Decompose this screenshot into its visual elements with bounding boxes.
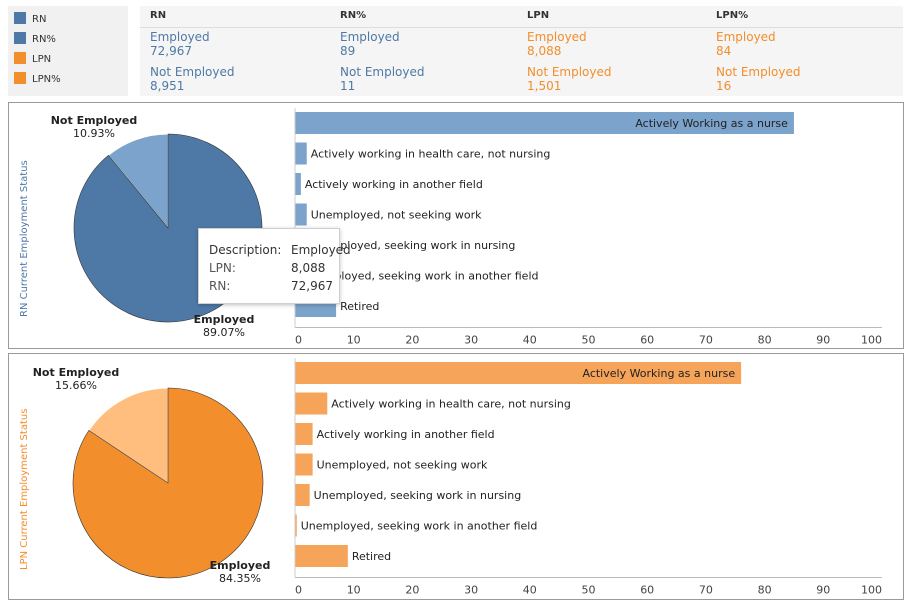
rn-bar-label: Actively working in health care, not nur… [311, 148, 551, 161]
tooltip-lpn-label: LPN: [209, 261, 236, 275]
rn-bar[interactable] [295, 203, 307, 226]
rn-x-tick-label: 50 [582, 334, 596, 347]
rn-x-tick-label: 30 [464, 334, 478, 347]
lpn-x-tick-label: 90 [816, 584, 830, 597]
rn-bar[interactable] [295, 142, 307, 165]
lpn-bar[interactable] [295, 514, 297, 537]
rn-panel: RN Current Employment Status [8, 102, 904, 349]
lpn-bar-label: Actively working in health care, not nur… [331, 398, 571, 411]
lpn-x-tick-label: 40 [523, 584, 537, 597]
rn-x-tick-label: 100 [861, 334, 882, 347]
lpn-bar-label: Actively working in another field [317, 428, 495, 441]
lpn-x-tick-label: 10 [347, 584, 361, 597]
summary-cell-lpn-not-employed[interactable]: Not Employed 1,501 [527, 65, 612, 93]
lpn-bar[interactable] [295, 423, 313, 445]
summary-header-rn-pct: RN% [340, 10, 367, 21]
legend-item-lpn-pct[interactable]: LPN% [14, 72, 61, 85]
lpn-bar-label: Unemployed, seeking work in another fiel… [301, 520, 538, 533]
summary-cell-lpn-employed[interactable]: Employed 8,088 [527, 30, 587, 58]
legend-swatch-rn-pct [14, 32, 26, 44]
rn-bar-label: Retired [340, 300, 379, 313]
rn-bar[interactable] [295, 173, 301, 195]
legend-item-rn-pct[interactable]: RN% [14, 32, 56, 45]
lpn-panel-title: LPN Current Employment Status [19, 408, 30, 570]
rn-bar-label: Unemployed, seeking work in another fiel… [302, 270, 539, 283]
lpn-x-tick-label: 0 [295, 584, 302, 597]
rn-panel-title: RN Current Employment Status [19, 160, 30, 317]
lpn-bar[interactable] [295, 392, 328, 415]
tooltip-rn-label: RN: [209, 279, 231, 293]
tooltip-description-label: Description: [209, 243, 282, 257]
rn-x-tick-label: 90 [816, 334, 830, 347]
rn-x-tick-label: 80 [758, 334, 772, 347]
lpn-pie-chart [72, 387, 264, 579]
rn-x-tick-label: 0 [295, 334, 302, 347]
rn-x-tick-label: 20 [405, 334, 419, 347]
rn-pie-label-not-employed: Not Employed 10.93% [50, 114, 138, 140]
lpn-pie-slice-not-employed[interactable] [88, 387, 169, 484]
summary-header-lpn: LPN [527, 10, 550, 21]
tooltip-lpn-value: 8,088 [291, 261, 326, 275]
legend-swatch-rn [14, 12, 26, 24]
lpn-x-tick-label: 100 [861, 584, 882, 597]
lpn-bar[interactable] [295, 545, 348, 567]
summary-cell-rn-pct-employed[interactable]: Employed 89 [340, 30, 400, 58]
lpn-bar-chart: Actively Working as a nurse Actively work… [294, 358, 882, 597]
lpn-x-tick-label: 30 [464, 584, 478, 597]
lpn-x-tick-label: 80 [758, 584, 772, 597]
tooltip-rn-value: 72,967 [291, 279, 333, 293]
lpn-bar[interactable] [295, 453, 313, 476]
rn-bar-label: Unemployed, seeking work in nursing [308, 239, 516, 252]
rn-x-tick-label: 60 [640, 334, 654, 347]
lpn-bar-label: Actively Working as a nurse [582, 367, 735, 380]
lpn-bar-label: Retired [352, 550, 391, 563]
color-legend: RN RN% LPN LPN% [8, 6, 128, 96]
summary-divider [140, 27, 903, 28]
hover-tooltip: Description: Employed LPN: 8,088 RN: 72,… [198, 228, 351, 304]
lpn-x-tick-label: 70 [699, 584, 713, 597]
tooltip-description-value: Employed [291, 243, 351, 257]
lpn-x-tick-label: 20 [405, 584, 419, 597]
rn-pie-label-employed: Employed 89.07% [193, 313, 255, 339]
rn-bar-label: Actively Working as a nurse [635, 117, 788, 130]
summary-cell-lpn-pct-not-employed[interactable]: Not Employed 16 [716, 65, 801, 93]
summary-table: RN RN% LPN LPN% Employed 72,967 Employed 8… [140, 6, 903, 96]
summary-header-lpn-pct: LPN% [716, 10, 749, 21]
legend-swatch-lpn-pct [14, 72, 26, 84]
lpn-x-tick-label: 60 [640, 584, 654, 597]
summary-cell-rn-employed[interactable]: Employed 72,967 [150, 30, 210, 58]
legend-swatch-lpn [14, 52, 26, 64]
rn-x-tick-label: 70 [699, 334, 713, 347]
summary-cell-rn-pct-not-employed[interactable]: Not Employed 11 [340, 65, 425, 93]
summary-cell-lpn-pct-employed[interactable]: Employed 84 [716, 30, 776, 58]
rn-bar-chart: Actively Working as a nurse Actively work… [294, 108, 882, 347]
rn-bar-label: Actively working in another field [305, 178, 483, 191]
lpn-panel: LPN Current Employment Status [8, 353, 904, 600]
legend-item-lpn[interactable]: LPN [14, 52, 51, 65]
lpn-x-tick-label: 50 [582, 584, 596, 597]
lpn-bar-label: Unemployed, not seeking work [317, 459, 488, 472]
lpn-pie-label-not-employed: Not Employed 15.66% [32, 366, 120, 392]
summary-header-rn: RN [150, 10, 167, 21]
lpn-pie-label-employed: Employed 84.35% [209, 559, 271, 585]
rn-x-tick-label: 10 [347, 334, 361, 347]
lpn-bar-label: Unemployed, seeking work in nursing [314, 489, 522, 502]
rn-bar-label: Unemployed, not seeking work [311, 209, 482, 222]
lpn-pie-slice-employed[interactable] [72, 387, 264, 579]
summary-cell-rn-not-employed[interactable]: Not Employed 8,951 [150, 65, 235, 93]
rn-bar[interactable] [295, 112, 794, 134]
lpn-bar[interactable] [295, 484, 310, 506]
rn-x-tick-label: 40 [523, 334, 537, 347]
lpn-bar[interactable] [295, 362, 742, 384]
legend-item-rn[interactable]: RN [14, 12, 46, 25]
